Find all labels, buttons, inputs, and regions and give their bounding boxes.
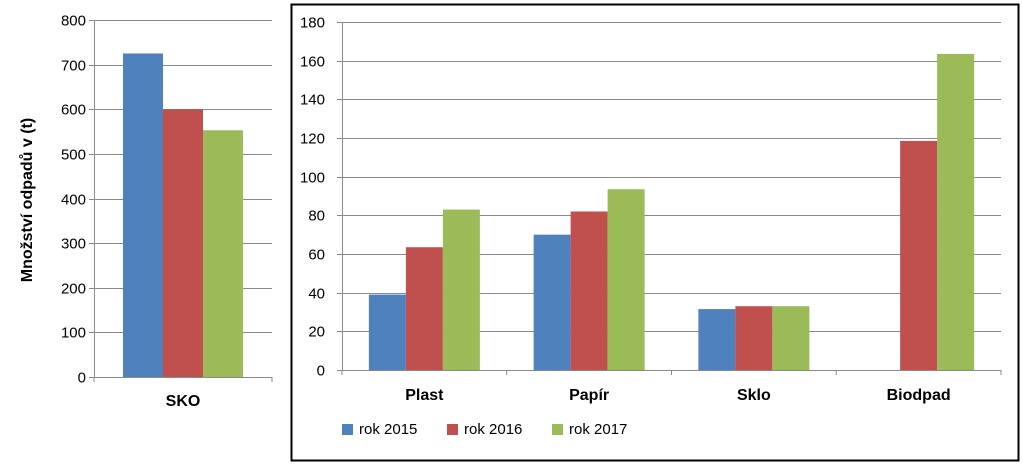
category-label-materials: Sklo: [737, 387, 771, 404]
y-tick-label-sko: 400: [61, 192, 86, 209]
panel-right-border: [290, 3, 1020, 462]
bar-materials: [442, 209, 480, 370]
bar-materials: [772, 306, 810, 370]
y-tick-label-sko: 300: [61, 236, 86, 253]
bar-materials: [368, 294, 406, 370]
y-tick-label-sko: 600: [61, 102, 86, 119]
bar-sko: [123, 53, 163, 377]
y-tick-label-sko: 700: [61, 58, 86, 75]
y-tick-label-materials: 20: [308, 324, 325, 341]
y-tick-label-materials: 120: [300, 131, 325, 148]
legend-label: rok 2016: [464, 421, 522, 438]
legend-label: rok 2015: [359, 421, 417, 438]
legend-swatch: [342, 424, 353, 435]
bar-sko: [163, 109, 203, 377]
bar-materials: [570, 211, 608, 370]
legend-swatch: [552, 424, 563, 435]
y-tick-label-sko: 100: [61, 325, 86, 342]
legend-label: rok 2017: [569, 421, 627, 438]
y-tick-label-materials: 80: [308, 208, 325, 225]
y-tick-label-sko: 200: [61, 281, 86, 298]
y-tick-label-sko: 500: [61, 147, 86, 164]
category-label-sko: SKO: [166, 393, 201, 410]
y-axis-label: Množství odpadů v (t): [19, 118, 36, 282]
bar-sko: [203, 130, 243, 377]
legend-swatch: [447, 424, 458, 435]
y-tick-label-materials: 100: [300, 170, 325, 187]
bar-materials: [735, 306, 773, 370]
bar-materials: [533, 234, 571, 370]
category-label-materials: Biodpad: [887, 387, 951, 404]
y-tick-label-sko: 0: [78, 370, 86, 387]
bar-materials: [405, 247, 443, 370]
bar-materials: [937, 53, 975, 371]
bar-materials: [698, 309, 736, 370]
y-tick-label-materials: 60: [308, 247, 325, 264]
bar-materials: [900, 140, 938, 370]
bar-materials: [607, 189, 645, 370]
category-label-materials: Plast: [405, 387, 444, 404]
y-tick-label-materials: 140: [300, 92, 325, 109]
y-tick-label-materials: 40: [308, 286, 325, 303]
y-tick-label-materials: 160: [300, 54, 325, 71]
y-tick-label-materials: 180: [300, 15, 325, 32]
category-label-materials: Papír: [569, 387, 609, 404]
y-tick-label-materials: 0: [317, 363, 325, 380]
y-tick-label-sko: 800: [61, 13, 86, 30]
